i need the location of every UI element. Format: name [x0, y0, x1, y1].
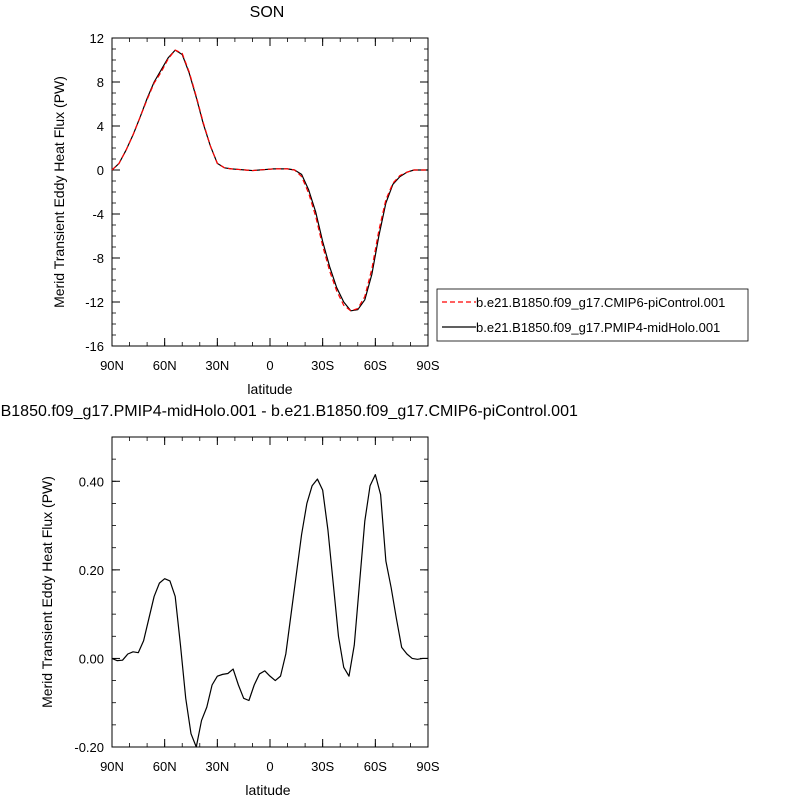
top-x-tick-label: 60N: [153, 358, 177, 373]
top-y-tick-label: -16: [85, 339, 104, 354]
top-x-tick-label: 60S: [364, 358, 387, 373]
top-y-axis-label: Merid Transient Eddy Heat Flux (PW): [51, 76, 67, 308]
bottom-x-tick-label: 90N: [100, 759, 124, 774]
bottom-x-axis-label: latitude: [245, 782, 290, 798]
bottom-x-tick-label: 0: [266, 759, 273, 774]
top-x-tick-label: 90S: [416, 358, 439, 373]
top-x-tick-label: 90N: [100, 358, 124, 373]
bottom-chart-title: b.e21.B1850.f09_g17.PMIP4-midHolo.001 - …: [0, 403, 578, 420]
top-y-tick-label: -12: [85, 295, 104, 310]
top-y-tick-label: -4: [92, 207, 104, 222]
top-x-tick-label: 0: [266, 358, 273, 373]
top-chart: SON 90N 60N 30N 0 30S 60S 90S -16 -12 -8 -4 0 4 8 12 l…: [51, 4, 749, 397]
bottom-axes: 90N 60N 30N 0 30S 60S 90S -0.20 0.00 0.20 0.40: [74, 436, 440, 774]
top-series-line-0: [111, 49, 428, 312]
legend: b.e21.B1850.f09_g17.CMIP6-piControl.001 …: [436, 288, 749, 342]
bottom-x-tick-label: 30S: [311, 759, 334, 774]
bottom-y-axis-label: Merid Transient Eddy Heat Flux (PW): [39, 476, 55, 708]
top-chart-title: SON: [250, 4, 285, 21]
legend-label-picontrol: b.e21.B1850.f09_g17.CMIP6-piControl.001: [476, 295, 725, 310]
top-series: [111, 49, 428, 312]
bottom-y-tick-label: 0.20: [79, 563, 104, 578]
top-x-tick-label: 30N: [205, 358, 229, 373]
top-plot-frame: [111, 37, 429, 347]
top-y-tick-label: -8: [92, 251, 104, 266]
bottom-x-tick-label: 60S: [364, 759, 387, 774]
top-x-tick-label: 30S: [311, 358, 334, 373]
bottom-series-line-0: [111, 474, 428, 748]
bottom-y-tick-label: 0.00: [79, 651, 104, 666]
top-y-tick-label: 12: [90, 31, 104, 46]
bottom-x-tick-label: 90S: [416, 759, 439, 774]
bottom-y-tick-label: -0.20: [74, 740, 104, 755]
bottom-y-tick-label: 0.40: [79, 474, 104, 489]
top-y-tick-label: 4: [97, 119, 104, 134]
top-y-tick-label: 0: [97, 163, 104, 178]
top-axes: 90N 60N 30N 0 30S 60S 90S -16 -12 -8 -4 0 4 8 12: [85, 31, 440, 373]
bottom-chart: b.e21.B1850.f09_g17.PMIP4-midHolo.001 - …: [0, 403, 578, 798]
bottom-plot-frame: [111, 436, 429, 748]
bottom-x-tick-label: 30N: [205, 759, 229, 774]
top-x-axis-label: latitude: [247, 381, 292, 397]
top-series-line-1: [111, 49, 428, 312]
top-y-tick-label: 8: [97, 75, 104, 90]
bottom-series: [111, 474, 428, 748]
legend-box: [436, 288, 749, 342]
bottom-x-tick-label: 60N: [153, 759, 177, 774]
legend-label-midholo: b.e21.B1850.f09_g17.PMIP4-midHolo.001: [476, 320, 720, 335]
